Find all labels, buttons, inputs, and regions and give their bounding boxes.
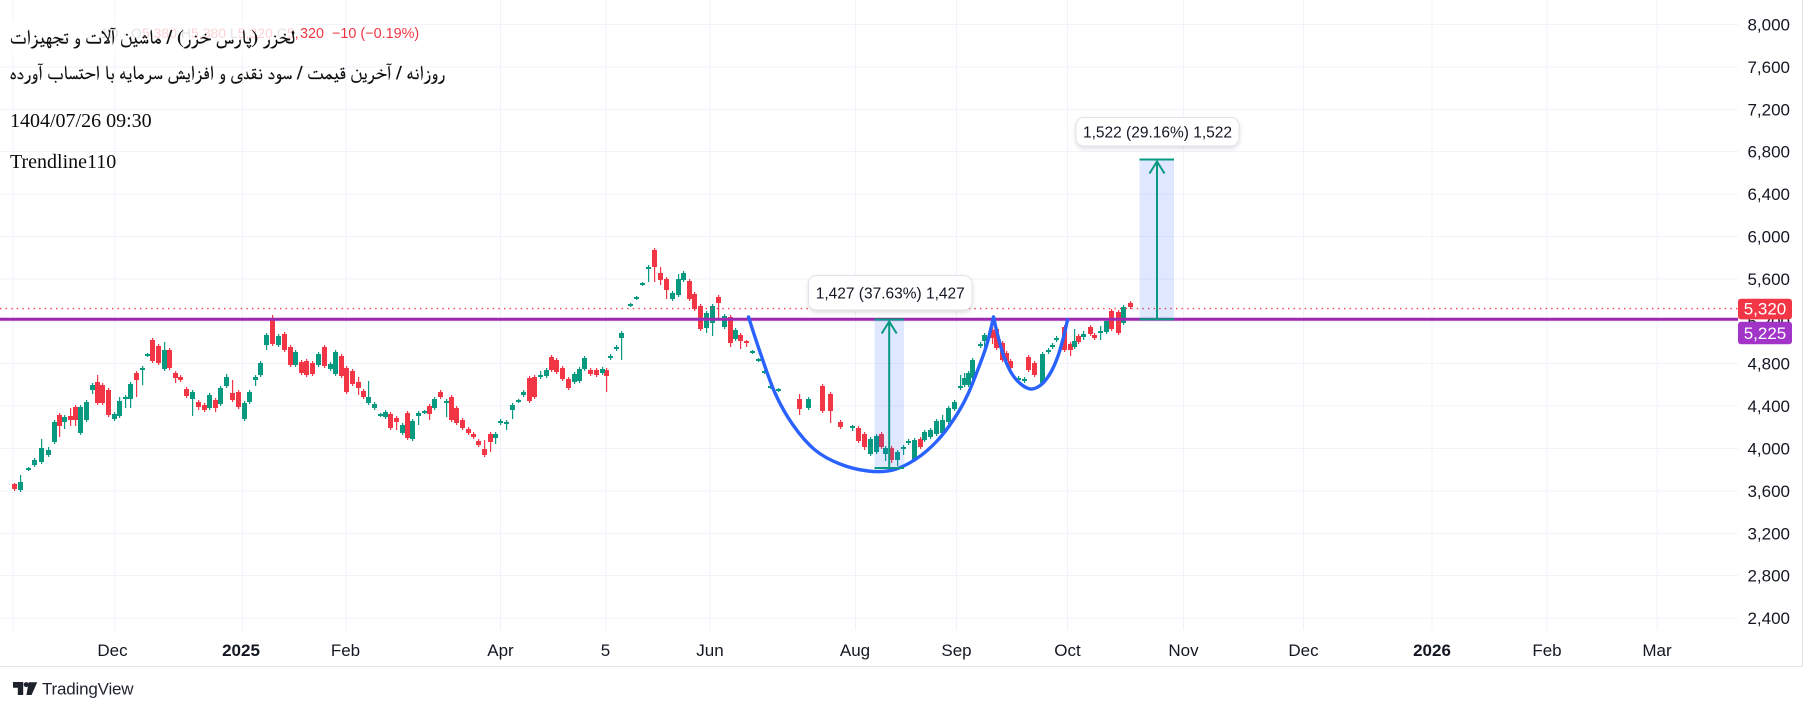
svg-text:2025: 2025 [222, 641, 260, 660]
svg-text:4,800: 4,800 [1747, 355, 1790, 374]
svg-text:Dec: Dec [1288, 641, 1319, 660]
svg-text:3,200: 3,200 [1747, 524, 1790, 543]
svg-text:1404/07/26 09:30: 1404/07/26 09:30 [10, 110, 152, 132]
svg-text:Trendline110: Trendline110 [10, 151, 116, 173]
svg-text:Oct: Oct [1054, 641, 1081, 660]
svg-text:5,600: 5,600 [1747, 270, 1790, 289]
svg-text:2026: 2026 [1413, 641, 1451, 660]
svg-text:2,800: 2,800 [1747, 567, 1790, 586]
svg-text:Aug: Aug [840, 641, 870, 660]
svg-text:2,400: 2,400 [1747, 609, 1790, 628]
svg-text:5,225: 5,225 [1744, 324, 1787, 343]
svg-text:Apr: Apr [487, 641, 514, 660]
svg-text:TradingView: TradingView [42, 680, 134, 699]
svg-text:6,800: 6,800 [1747, 143, 1790, 162]
svg-text:5: 5 [601, 641, 610, 660]
svg-text:3,600: 3,600 [1747, 482, 1790, 501]
svg-text:Mar: Mar [1642, 641, 1672, 660]
svg-text:6,000: 6,000 [1747, 228, 1790, 247]
svg-text:4,000: 4,000 [1747, 440, 1790, 459]
svg-text:4,400: 4,400 [1747, 397, 1790, 416]
svg-text:7,200: 7,200 [1747, 100, 1790, 119]
svg-text:6,400: 6,400 [1747, 185, 1790, 204]
svg-text:8,000: 8,000 [1747, 16, 1790, 35]
svg-text:7,600: 7,600 [1747, 58, 1790, 77]
svg-text:Nov: Nov [1168, 641, 1199, 660]
svg-text:5,320: 5,320 [1744, 300, 1787, 319]
svg-text:Jun: Jun [696, 641, 723, 660]
svg-text:Dec: Dec [97, 641, 128, 660]
svg-text:1,427 (37.63%) 1,427: 1,427 (37.63%) 1,427 [816, 285, 965, 302]
svg-text:Feb: Feb [331, 641, 360, 660]
svg-text:1,522 (29.16%) 1,522: 1,522 (29.16%) 1,522 [1083, 124, 1232, 141]
svg-text:Sep: Sep [941, 641, 971, 660]
svg-text:Feb: Feb [1532, 641, 1561, 660]
svg-text:320 −10 (−0.19%): 320 −10 (−0.19%) [300, 26, 419, 42]
